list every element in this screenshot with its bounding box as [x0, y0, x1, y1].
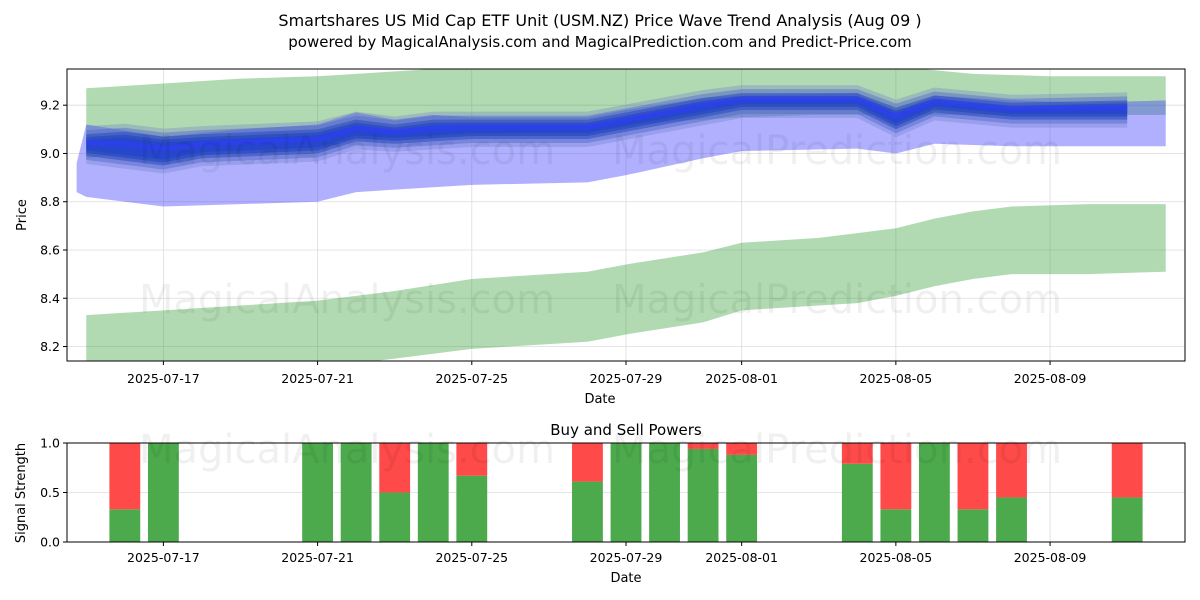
x-tick-label: 2025-07-21 [281, 371, 354, 386]
price-y-axis: 8.2 8.4 8.6 8.8 9.0 9.2 [40, 98, 67, 354]
x-tick-label: 2025-08-05 [860, 550, 933, 565]
sell-bar [726, 443, 758, 455]
signal-panel: Buy and Sell Powers MagicalAnalysis.com … [14, 421, 1186, 586]
x-tick-label: 2025-07-21 [281, 550, 354, 565]
x-tick-label: 2025-08-01 [705, 371, 778, 386]
buy-bar [417, 443, 449, 542]
watermark-analysis: MagicalAnalysis.com [139, 277, 555, 323]
x-tick-label: 2025-07-29 [590, 371, 663, 386]
buy-bar [340, 443, 372, 542]
x-tick-label: 2025-08-01 [705, 550, 778, 565]
wave-core-layer-4 [86, 99, 1128, 160]
x-tick-label: 2025-07-29 [590, 550, 663, 565]
signal-y-axis-label: Signal Strength [14, 443, 29, 543]
watermark-prediction: MagicalPrediction.com [612, 427, 1062, 473]
x-tick-label: 2025-07-17 [127, 371, 200, 386]
price-x-axis-label: Date [584, 392, 615, 407]
y-tick-label: 8.6 [40, 242, 60, 257]
buy-bar [957, 509, 989, 542]
price-y-axis-label: Price [15, 199, 30, 231]
buy-bar [1111, 497, 1143, 542]
buy-bar [996, 497, 1027, 542]
watermark-prediction: MagicalPrediction.com [612, 128, 1062, 174]
buy-bar [302, 443, 334, 542]
y-tick-label: 0.0 [40, 535, 60, 550]
sell-bar [957, 443, 989, 510]
sell-bar [687, 443, 719, 449]
sell-bar [109, 443, 141, 510]
x-tick-label: 2025-08-05 [860, 371, 933, 386]
sell-bar [880, 443, 912, 510]
wave-core-centerline [86, 96, 1128, 152]
buy-bar [880, 509, 912, 542]
sell-bar [1111, 443, 1143, 498]
price-x-axis: 2025-07-17 2025-07-21 2025-07-25 2025-07-29… [127, 361, 1086, 386]
buy-bar [147, 443, 179, 542]
buy-bar [687, 448, 719, 542]
price-series [76, 69, 1166, 361]
y-tick-label: 9.2 [40, 98, 60, 113]
signal-watermarks: MagicalAnalysis.com MagicalPrediction.co… [139, 427, 1062, 473]
chart-subtitle: powered by MagicalAnalysis.com and Magic… [288, 33, 912, 51]
sell-bar [841, 443, 873, 464]
price-watermarks: MagicalAnalysis.com MagicalPrediction.co… [139, 128, 1062, 323]
buy-bar [726, 454, 758, 542]
x-tick-label: 2025-07-25 [435, 371, 508, 386]
x-tick-label: 2025-07-25 [435, 550, 508, 565]
price-panel: MagicalAnalysis.com MagicalPrediction.co… [15, 68, 1186, 407]
sell-bar [572, 443, 603, 482]
watermark-prediction: MagicalPrediction.com [612, 277, 1062, 323]
buy-bar [918, 443, 950, 542]
buy-bar [841, 463, 873, 542]
y-tick-label: 9.0 [40, 146, 60, 161]
y-tick-label: 8.8 [40, 194, 60, 209]
sell-bar [379, 443, 411, 493]
x-tick-label: 2025-08-09 [1014, 371, 1087, 386]
chart-title: Smartshares US Mid Cap ETF Unit (USM.NZ)… [278, 11, 921, 30]
sell-bar [996, 443, 1027, 498]
y-tick-label: 0.5 [40, 485, 60, 500]
signal-x-axis: 2025-07-17 2025-07-21 2025-07-25 2025-07-29… [127, 542, 1086, 565]
signal-panel-title: Buy and Sell Powers [550, 421, 702, 439]
buy-bar [572, 481, 603, 542]
signal-bars [109, 443, 1143, 542]
signal-y-axis: 0.0 0.5 1.0 [40, 436, 67, 550]
sell-bar [456, 443, 488, 476]
buy-bar [649, 443, 680, 542]
buy-bar [109, 509, 141, 542]
watermark-analysis: MagicalAnalysis.com [139, 427, 555, 473]
y-tick-label: 8.2 [40, 339, 60, 354]
y-tick-label: 1.0 [40, 436, 60, 451]
watermark-analysis: MagicalAnalysis.com [139, 128, 555, 174]
buy-bar [610, 443, 642, 542]
buy-bar [456, 475, 488, 542]
green-lower-band [86, 204, 1166, 361]
x-tick-label: 2025-08-09 [1014, 550, 1087, 565]
buy-bar [379, 492, 411, 542]
signal-x-axis-label: Date [610, 571, 641, 586]
x-tick-label: 2025-07-17 [127, 550, 200, 565]
y-tick-label: 8.4 [40, 291, 60, 306]
